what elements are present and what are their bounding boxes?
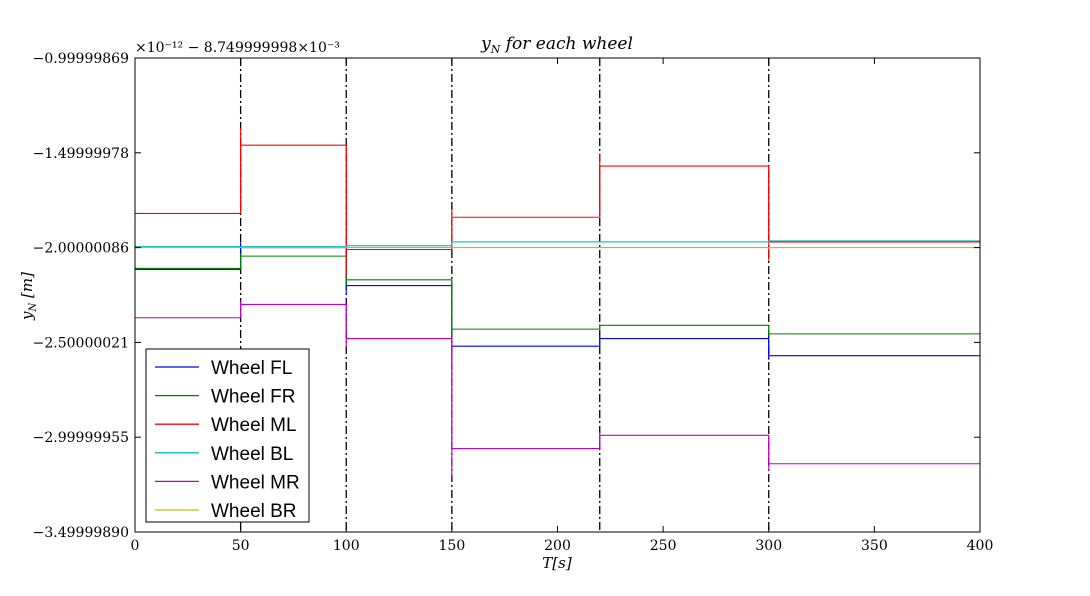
legend: Wheel FL Wheel FR Wheel ML Wheel BL Wheel MR… xyxy=(145,348,310,523)
x-tick-label: 0 xyxy=(131,538,140,554)
y-tick-label: −2.00000086 xyxy=(33,241,129,257)
legend-label-1: Wheel FR xyxy=(211,387,295,408)
title-rest: for each wheel xyxy=(500,34,633,54)
legend-label-4: Wheel MR xyxy=(211,472,300,493)
legend-label-3: Wheel BL xyxy=(211,444,293,465)
x-tick-label: 150 xyxy=(439,538,466,554)
legend-label-5: Wheel BR xyxy=(211,501,297,522)
ylabel-rest: [m] xyxy=(18,272,36,303)
axis-ticks xyxy=(134,57,981,533)
tick-labels: 0 50 100 150 200 250 300 350 400 −0.99999869 −1.49… xyxy=(33,51,994,554)
series-lines xyxy=(135,128,980,477)
x-tick-label: 350 xyxy=(861,538,888,554)
x-tick-label: 200 xyxy=(544,538,571,554)
y-tick-label: −0.99999869 xyxy=(33,51,129,67)
y-offset-text: ×10⁻¹² − 8.749999998×10⁻³ xyxy=(135,40,340,56)
y-tick-label: −2.50000021 xyxy=(33,335,129,351)
title-sub: N xyxy=(490,43,501,56)
legend-box xyxy=(145,348,310,523)
y-tick-label: −3.49999890 xyxy=(33,525,129,541)
series-line-0 xyxy=(135,247,980,357)
ylabel-main: y xyxy=(18,311,36,321)
x-tick-label: 100 xyxy=(333,538,360,554)
y-tick-label: −1.49999978 xyxy=(33,146,129,162)
chart-title: yN for each wheel xyxy=(480,34,633,56)
x-tick-label: 250 xyxy=(650,538,677,554)
legend-label-2: Wheel ML xyxy=(211,415,297,436)
series-line-1 xyxy=(135,255,980,335)
title-main: y xyxy=(480,34,491,54)
y-tick-label: −2.99999955 xyxy=(33,430,129,446)
x-tick-label: 300 xyxy=(755,538,782,554)
x-tick-label: 50 xyxy=(232,538,250,554)
series-line-2 xyxy=(135,144,980,251)
event-vlines xyxy=(239,58,770,532)
y-axis-label: yN [m] xyxy=(18,272,39,321)
x-axis-label: T[s] xyxy=(542,554,572,572)
legend-label-0: Wheel FL xyxy=(211,358,292,379)
x-tick-label: 400 xyxy=(967,538,994,554)
legend-items: Wheel FL Wheel FR Wheel ML Wheel BL Wheel MR… xyxy=(155,358,300,522)
ylabel-sub: N xyxy=(28,301,39,312)
